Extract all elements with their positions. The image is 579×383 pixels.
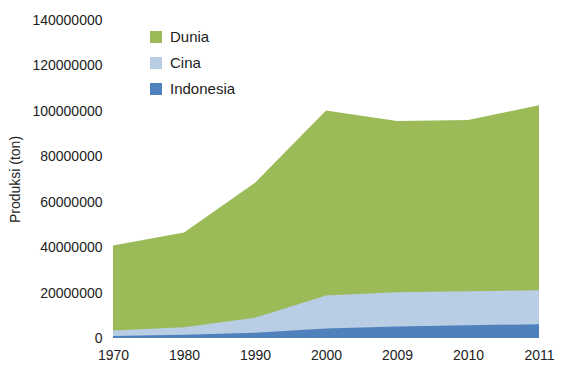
svg-text:80000000: 80000000 [40,148,103,164]
svg-text:2000: 2000 [311,347,342,363]
svg-text:120000000: 120000000 [32,57,102,73]
html-text:Indonesia: Indonesia [170,80,236,97]
svg-text:100000000: 100000000 [32,103,102,119]
svg-text:2009: 2009 [382,347,413,363]
svg-text:Produksi (ton): Produksi (ton) [7,136,23,223]
svg-text:1980: 1980 [169,347,200,363]
svg-text:140000000: 140000000 [32,12,102,28]
html-text:Dunia: Dunia [170,28,210,45]
svg-text:2010: 2010 [453,347,484,363]
svg-text:1970: 1970 [98,347,129,363]
svg-text:0: 0 [95,330,103,346]
svg-text:1990: 1990 [240,347,271,363]
html-text:Cina: Cina [170,54,201,71]
svg-text:40000000: 40000000 [40,239,103,255]
svg-text:20000000: 20000000 [40,285,103,301]
svg-text:2011: 2011 [524,347,554,363]
svg-text:60000000: 60000000 [40,194,103,210]
